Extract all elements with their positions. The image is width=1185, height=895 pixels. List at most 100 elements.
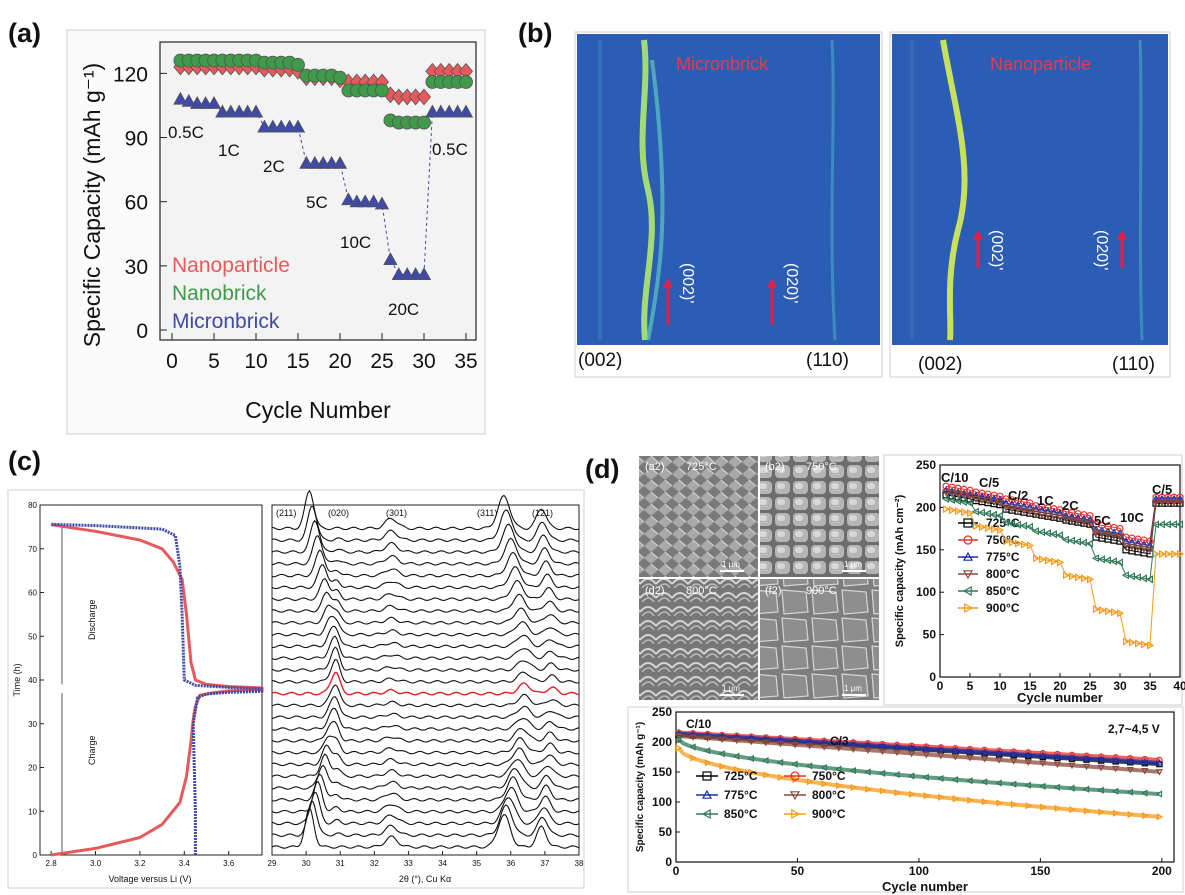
d-rate-point (1109, 528, 1119, 536)
d-rate-point (972, 522, 981, 531)
legend-nanoparticle: Nanoparticle (172, 254, 290, 277)
a-point-micronbrick (366, 194, 381, 208)
d-cycle-point (689, 743, 696, 751)
c-left-ytick-label: 30 (28, 720, 37, 729)
d-cycle-point (937, 745, 945, 753)
d-rate-point (1158, 550, 1167, 559)
d-rate-point (1055, 531, 1064, 540)
c-right-xtick-label: 34 (438, 859, 447, 868)
a-xtick-label: 10 (244, 350, 267, 373)
xrd-trace-highlight (271, 671, 580, 696)
d-cycle-point (922, 744, 930, 752)
d-rate-point (1074, 573, 1083, 582)
d-cycle-point (849, 766, 857, 775)
d-cycle-point (718, 736, 726, 744)
d-rate-annotation: 5C (1094, 513, 1111, 528)
d-cycle-xtick-label: 150 (1030, 864, 1050, 878)
d-cycle-point (1040, 803, 1047, 811)
d-rate-point (1085, 515, 1095, 523)
d-cycle-point (1025, 802, 1033, 810)
d-cycle-ytick-label: 50 (659, 825, 673, 839)
a-point-nanobrick (417, 115, 431, 130)
d-rate-point (977, 496, 987, 505)
xrd-trace (271, 658, 580, 684)
d-rate-point (1031, 510, 1041, 518)
xrd-trace (271, 735, 580, 755)
a-point-nanobrick (291, 57, 305, 72)
d-cycle-point (1111, 787, 1119, 795)
d-cycle-point (1082, 754, 1091, 762)
d-rate-point (1110, 608, 1119, 617)
xrd-trace (271, 753, 580, 778)
d-rate-annotation: C/5 (979, 475, 999, 490)
d-rate-point (1001, 504, 1011, 512)
d-rate-point (1019, 507, 1029, 515)
d-rate-legend-marker (963, 535, 973, 545)
c-left-xtick-label: 3.0 (90, 859, 102, 868)
d-cycle-point (1039, 760, 1047, 767)
d-rate-xtick-label: 40 (1173, 679, 1185, 693)
d-rate-point (1103, 556, 1112, 565)
panel-c-operando: 2.8 3.0 3.2 3.4 3.6 0 10 20 30 40 50 60 70 80 29 30 31 3… (7, 489, 585, 889)
d-cycle-legend-marker (790, 771, 800, 781)
d-cycle-point (1126, 788, 1133, 796)
d-rate-point (1037, 511, 1047, 519)
b-left-002p: (002)' (679, 263, 696, 303)
d-rate-point (989, 510, 998, 519)
sem-label-a2: (a2) (645, 461, 665, 473)
d-rate-point (1139, 574, 1148, 583)
d-rate-point (1116, 609, 1125, 618)
panel-a-ylabel: Specific Capacity (mAh g⁻¹) (79, 63, 105, 347)
panel-b-right-map (892, 34, 1168, 345)
d-cycle-point (703, 747, 711, 755)
sem-label-800: 800°C (686, 585, 717, 597)
d-cycle-ytick-label: 200 (652, 735, 672, 749)
d-rate-xtick-label: 5 (967, 679, 974, 693)
d-cycle-point (922, 751, 930, 759)
d-cycle-point (995, 749, 1003, 756)
d-rate-point (1043, 529, 1052, 538)
d-cycle-point (995, 757, 1003, 764)
panel-label-d: (d) (585, 454, 619, 484)
d-cycle-point (850, 783, 858, 792)
d-rate-point (1049, 530, 1058, 539)
a-xtick-label: 20 (328, 350, 351, 373)
d-cycle-point (1010, 800, 1018, 809)
a-point-micronbrick (206, 95, 222, 109)
a-point-nanoparticle (416, 88, 432, 106)
d-rate-point (1080, 574, 1089, 583)
c-charge-label: Charge (87, 735, 97, 765)
d-cycle-point (908, 790, 916, 798)
d-rate-ytick-label: 150 (916, 543, 936, 557)
d-rate-point (965, 493, 975, 501)
d-cycle-point (1053, 761, 1062, 769)
a-xtick-label: 25 (370, 350, 393, 373)
d-rate-legend-marker (964, 602, 974, 614)
d-cycle-point (805, 762, 813, 770)
d-cycle-point (690, 754, 697, 762)
streak-left-110 (830, 39, 837, 341)
d-rate-point (1007, 505, 1017, 513)
a-point-micronbrick (416, 267, 432, 281)
c-left-curve-red (50, 523, 264, 857)
d-cycle-point (922, 773, 929, 781)
d-cycle-legend-label: 775°C (724, 788, 758, 802)
d-rate-point (1038, 555, 1047, 564)
c-left-ytick-label: 80 (28, 501, 37, 510)
d-cycle-point (1068, 753, 1076, 761)
a-ytick-label: 60 (125, 192, 148, 215)
d-cycle-annotation-c3: C/3 (830, 734, 849, 748)
d-rate-point (1086, 575, 1095, 584)
d-rate-point (1145, 575, 1154, 584)
sem-label-900: 900°C (806, 585, 837, 597)
d-cycle-point (936, 774, 944, 783)
d-rate-point (1086, 512, 1094, 520)
b-right-020p: (020)' (1093, 230, 1110, 270)
d-rate-point (996, 526, 1005, 535)
xrd-trace (271, 535, 580, 566)
d-cycle-point (864, 747, 872, 754)
b-left-002-label: (002) (578, 350, 622, 371)
panel-label-c: (c) (8, 446, 41, 476)
sem-label-d2: (d2) (645, 585, 665, 597)
